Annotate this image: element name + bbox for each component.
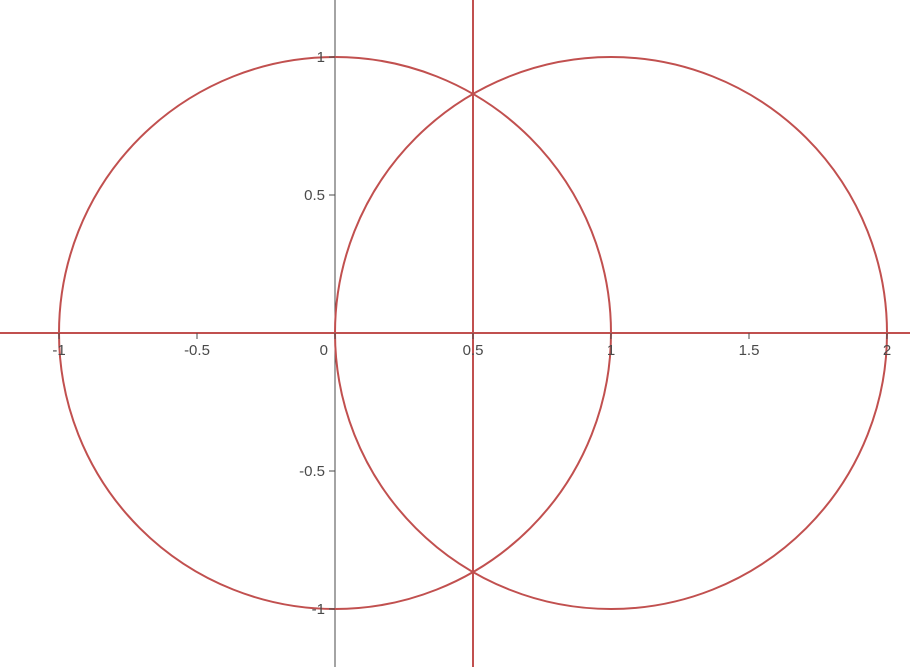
x-tick-label: -0.5 xyxy=(184,342,210,359)
chart-svg: -1 -0.5 0 0.5 1 1.5 2 -1 -0.5 0.5 1 xyxy=(0,0,910,667)
x-tick-label: 2 xyxy=(883,342,891,359)
plot-container: -1 -0.5 0 0.5 1 1.5 2 -1 -0.5 0.5 1 xyxy=(0,0,910,667)
y-tick-label: -1 xyxy=(312,601,325,618)
y-tick-label: 0.5 xyxy=(304,187,325,204)
x-tick-label: -1 xyxy=(52,342,65,359)
x-tick-label: 0 xyxy=(320,342,328,359)
x-tick-label: 1.5 xyxy=(739,342,760,359)
x-tick-label: 0.5 xyxy=(463,342,484,359)
y-tick-label: -0.5 xyxy=(299,463,325,480)
x-tick-label: 1 xyxy=(607,342,615,359)
y-tick-label: 1 xyxy=(317,49,325,66)
